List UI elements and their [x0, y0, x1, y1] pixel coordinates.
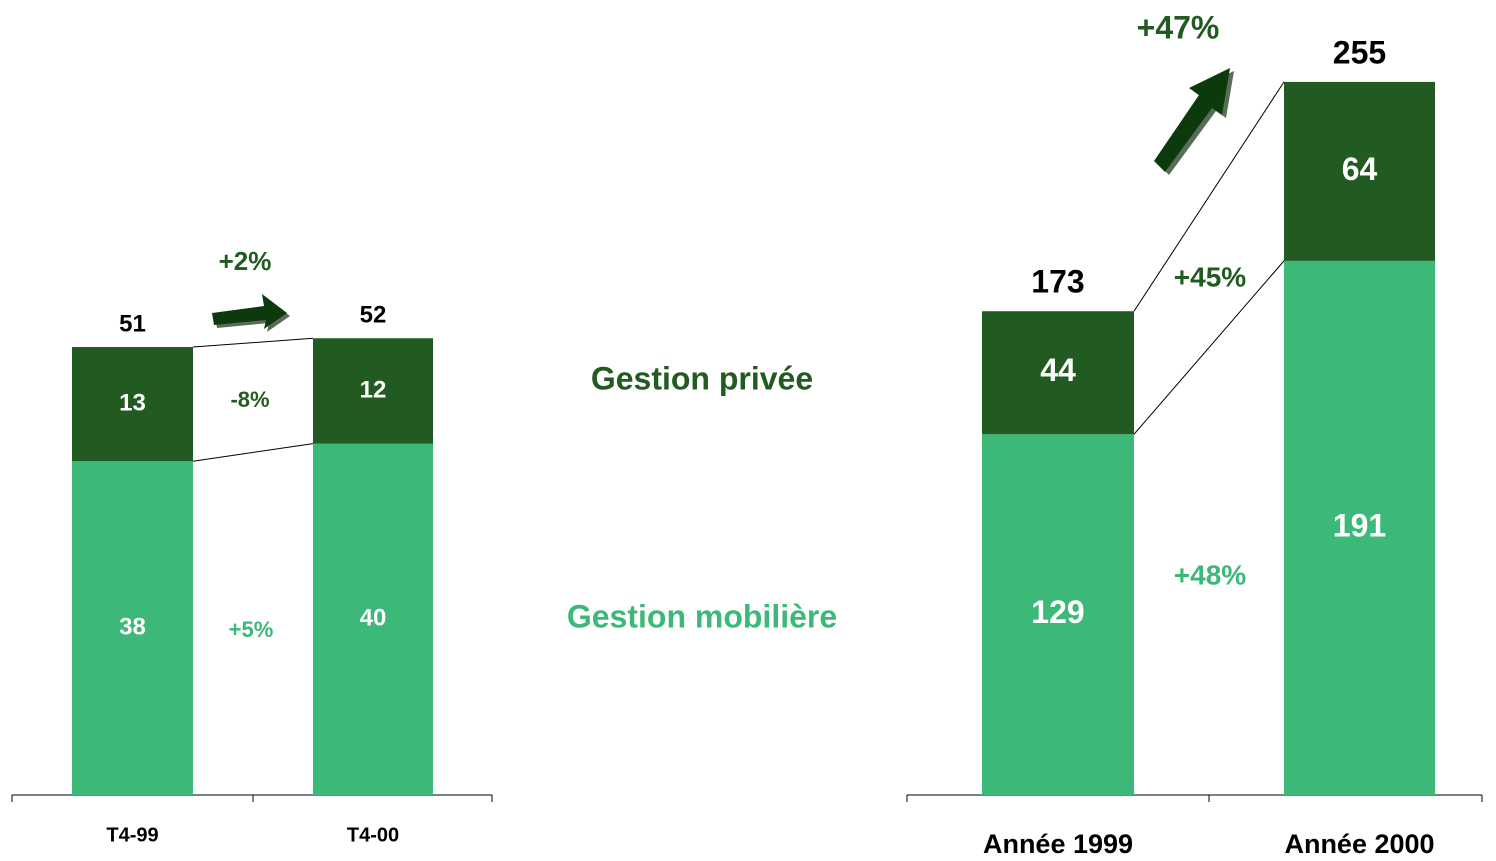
data-label: 13	[119, 389, 146, 416]
total-label: 255	[1333, 34, 1386, 70]
total-change-label: +47%	[1137, 9, 1220, 45]
data-label: 44	[1040, 352, 1076, 388]
change-label: +48%	[1174, 559, 1246, 590]
data-label: 64	[1342, 151, 1378, 187]
bar-segment	[313, 443, 433, 795]
connector	[192, 443, 314, 462]
data-label: 191	[1333, 507, 1386, 543]
data-label: 38	[119, 613, 146, 640]
arrow-right	[1154, 68, 1234, 175]
bar-segment	[72, 461, 193, 795]
bar-segment	[982, 434, 1134, 795]
x-tick-label: Année 2000	[1284, 829, 1434, 859]
total-label: 51	[119, 310, 146, 337]
total-label: 173	[1031, 264, 1084, 300]
legend-label: Gestion mobilière	[567, 598, 837, 634]
legend-label: Gestion privée	[591, 360, 813, 396]
total-change-label: +2%	[219, 246, 272, 276]
connector	[192, 337, 314, 348]
connector	[1133, 260, 1285, 435]
x-tick-label: T4-99	[106, 824, 158, 846]
bar-segment	[72, 347, 193, 462]
bar-segment	[1284, 81, 1435, 261]
data-label: 129	[1031, 594, 1084, 630]
total-label: 52	[360, 302, 387, 329]
bar-segment	[313, 338, 433, 444]
bar-segment	[982, 311, 1134, 435]
data-label: 40	[360, 605, 387, 632]
change-label: +45%	[1174, 261, 1246, 292]
arrow-left	[212, 294, 290, 332]
x-tick-label: Année 1999	[983, 829, 1133, 859]
connector	[1133, 81, 1285, 312]
change-label: -8%	[230, 387, 269, 412]
bar-segment	[1284, 260, 1435, 795]
data-label: 12	[360, 376, 387, 403]
x-tick-label: T4-00	[347, 824, 399, 846]
change-label: +5%	[229, 617, 274, 642]
